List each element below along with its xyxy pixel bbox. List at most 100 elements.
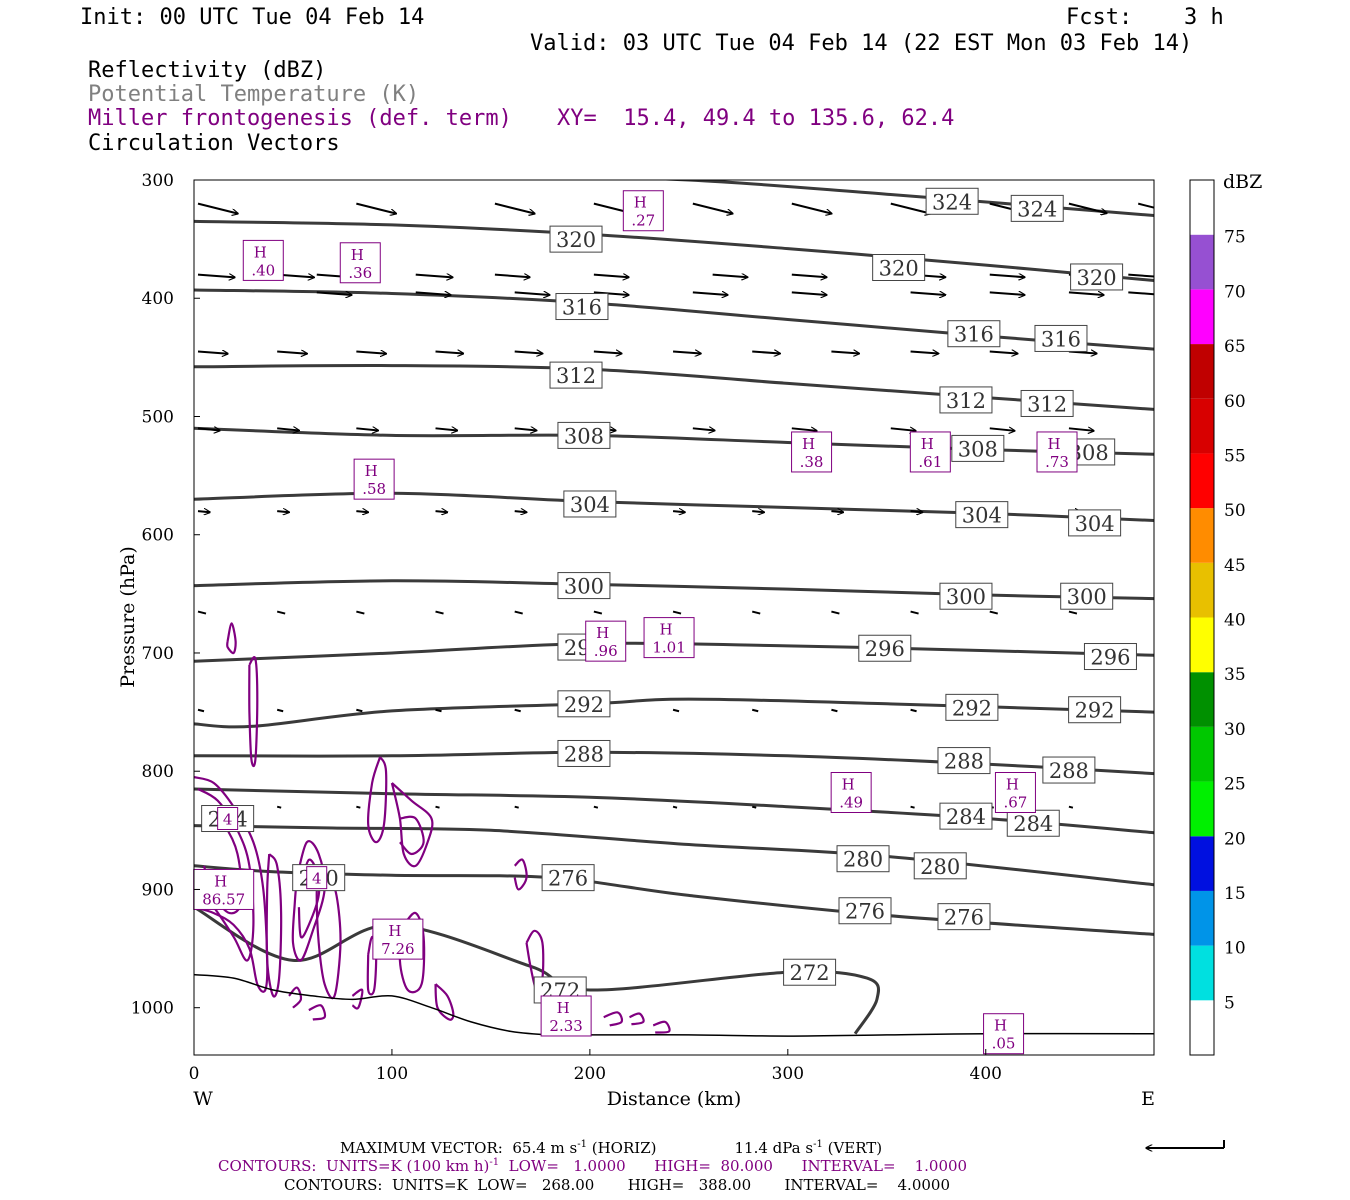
theta-contour-info: CONTOURS: UNITS=K LOW= 268.00 HIGH= 388.… <box>284 1176 950 1194</box>
circulation-vector <box>989 275 1025 278</box>
frontogenesis-max-label: H.36 <box>339 242 381 284</box>
circulation-vector <box>910 351 939 353</box>
svg-text:304: 304 <box>962 504 1002 528</box>
theta-label: 276 <box>937 903 991 931</box>
circulation-vector <box>197 511 210 512</box>
colorbar-swatch <box>1190 508 1214 563</box>
circulation-vector <box>791 292 827 295</box>
circulation-vector <box>276 805 282 809</box>
colorbar-label: 50 <box>1224 501 1246 521</box>
colorbar-label: 55 <box>1224 446 1246 466</box>
circulation-vector <box>989 428 1015 431</box>
circulation-vector <box>751 610 761 615</box>
colorbar-swatch <box>1190 289 1214 345</box>
svg-text:H: H <box>388 922 401 940</box>
theta-label: 292 <box>557 690 611 718</box>
circulation-vector <box>316 292 352 295</box>
frontogenesis-max-label: H.67 <box>994 772 1036 813</box>
colorbar-title: dBZ <box>1223 171 1262 193</box>
theta-label: 288 <box>1042 756 1096 784</box>
theta-label: 308 <box>557 421 611 449</box>
theta-label: 320 <box>1070 263 1124 291</box>
theta-label: 312 <box>939 386 993 414</box>
theta-contour-288 <box>194 750 1154 776</box>
circulation-vector <box>277 511 289 512</box>
svg-text:H: H <box>842 776 855 794</box>
theta-contour-308 <box>194 426 1154 456</box>
svg-text:H: H <box>557 999 570 1017</box>
frontogenesis-contour <box>226 622 237 655</box>
frontogenesis-contour <box>291 840 326 962</box>
colorbar-swatch <box>1190 836 1214 891</box>
colorbar-label: 35 <box>1224 665 1246 685</box>
cross-section-endpoints: XY= 15.4, 49.4 to 135.6, 62.4 <box>557 106 955 131</box>
frontogenesis-contour <box>399 815 425 856</box>
theta-contour-324 <box>654 180 1154 217</box>
circulation-vector <box>910 292 946 295</box>
frontogenesis-max-label: H2.33 <box>540 995 592 1037</box>
circulation-vector <box>831 511 843 512</box>
circulation-vector <box>514 292 550 295</box>
colorbar-swatch <box>1190 398 1214 454</box>
svg-text:H: H <box>351 246 364 264</box>
theta-label: 292 <box>945 693 999 721</box>
colorbar-swatch <box>1190 726 1214 782</box>
field-vectors: Circulation Vectors <box>88 131 340 156</box>
svg-text:1.01: 1.01 <box>652 639 685 657</box>
frontogenesis-contour <box>308 1004 327 1021</box>
frontogenesis-max-label: H.38 <box>791 431 833 473</box>
y-tick-label: 800 <box>142 762 174 782</box>
theta-label: 320 <box>872 254 926 281</box>
circulation-vector <box>890 202 931 214</box>
field-theta: Potential Temperature (K) <box>88 82 420 107</box>
svg-text:284: 284 <box>1013 812 1053 836</box>
circulation-vector <box>910 708 917 713</box>
circulation-vector <box>1128 273 1154 278</box>
circulation-vector <box>197 610 207 615</box>
svg-text:H: H <box>921 435 934 453</box>
svg-text:292: 292 <box>564 693 604 717</box>
y-axis-label: Pressure (hPa) <box>117 546 139 688</box>
svg-text:.67: .67 <box>1004 794 1028 812</box>
circulation-vector <box>672 708 680 713</box>
svg-text:292: 292 <box>1075 699 1115 723</box>
svg-text:276: 276 <box>845 900 885 924</box>
colorbar-swatch <box>1190 234 1214 290</box>
y-tick-label: 1000 <box>131 999 174 1019</box>
svg-text:324: 324 <box>1017 197 1057 221</box>
svg-text:276: 276 <box>548 867 588 891</box>
frontogenesis-contour <box>366 935 378 996</box>
svg-text:320: 320 <box>1077 266 1117 290</box>
colorbar-label: 45 <box>1224 556 1246 576</box>
circulation-vector <box>752 511 764 512</box>
theta-contour-300 <box>194 579 1154 601</box>
theta-label: 304 <box>563 490 617 518</box>
svg-text:308: 308 <box>958 437 998 461</box>
theta-label: 300 <box>939 582 993 610</box>
circulation-vector <box>356 511 368 512</box>
colorbar-swatch <box>1190 453 1214 509</box>
circulation-vector <box>910 805 915 809</box>
circulation-vector <box>415 275 453 278</box>
frontogenesis-contour <box>652 1020 671 1034</box>
circulation-vector <box>672 511 685 512</box>
circulation-vector <box>494 275 530 278</box>
colorbar-label: 30 <box>1224 720 1246 740</box>
theta-label: 280 <box>836 845 890 873</box>
circulation-vector <box>356 610 365 615</box>
colorbar-swatch <box>1190 890 1214 946</box>
frontogenesis-max-label: H.61 <box>909 431 951 473</box>
theta-contour-316 <box>194 288 1154 351</box>
circulation-vector <box>692 202 733 214</box>
plot-frame <box>193 179 1155 1056</box>
circulation-vector <box>593 275 629 278</box>
y-tick-label: 400 <box>142 289 174 309</box>
svg-text:.05: .05 <box>992 1035 1016 1053</box>
frontogenesis-contour <box>265 853 283 998</box>
circulation-vector <box>197 275 235 278</box>
colorbar-label: 70 <box>1224 282 1246 302</box>
colorbar-label: 75 <box>1224 228 1246 248</box>
circulation-vector <box>989 292 1025 295</box>
circulation-vector <box>197 202 238 214</box>
circulation-vector <box>1068 202 1107 214</box>
